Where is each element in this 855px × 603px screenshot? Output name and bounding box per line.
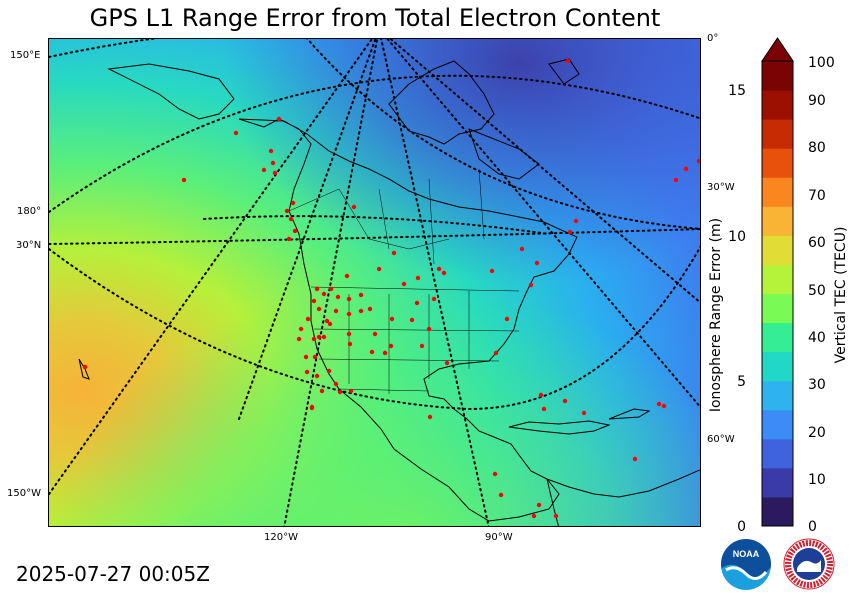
tec-tick-80: 80: [808, 140, 826, 156]
tec-tick-70: 70: [808, 188, 826, 204]
colorbar-band: [762, 235, 793, 265]
tec-map-canvas: [49, 39, 700, 526]
noaa-logo: NOAA: [721, 539, 771, 590]
colorbar-band: [762, 467, 793, 498]
colorbar-band: [762, 90, 793, 120]
noaa-logo-text: NOAA: [733, 549, 760, 559]
tec-tick-90: 90: [808, 93, 826, 109]
tec-axis-label: Vertical TEC (TECU): [833, 226, 849, 364]
lon-label-150e: 150°E: [10, 50, 41, 61]
range-tick-15: 15: [728, 83, 746, 99]
lon-label-180: 180°: [17, 206, 42, 217]
colorbar-band: [762, 177, 793, 207]
colorbar-band: [762, 351, 793, 382]
colorbar-band: [762, 380, 793, 411]
tec-shading-arctic: [49, 39, 700, 526]
nws-logo: [783, 538, 835, 590]
tec-tick-60: 60: [808, 235, 826, 251]
tec-tick-100: 100: [808, 55, 835, 71]
colorbar-band: [762, 496, 793, 527]
tec-tick-40: 40: [808, 330, 826, 346]
range-tick-0: 0: [737, 519, 746, 535]
range-tick-10: 10: [728, 229, 746, 245]
range-tick-5: 5: [737, 374, 746, 390]
colorbar-band: [762, 119, 793, 149]
tec-tick-50: 50: [808, 283, 826, 299]
graticule: [49, 39, 700, 526]
colorbar-band: [762, 61, 793, 91]
colorbar: [761, 37, 794, 527]
lon-label-0: 0°: [707, 33, 719, 44]
colorbar-band: [762, 148, 793, 178]
tec-map: [48, 38, 701, 527]
valid-time: 2025-07-27 00:05Z: [16, 562, 210, 586]
borders: [288, 168, 520, 394]
tec-tick-30: 30: [808, 377, 826, 393]
colorbar-band: [762, 322, 793, 353]
lon-label-60w: 60°W: [707, 434, 735, 445]
lat-label-30n: 30°N: [16, 240, 42, 251]
lon-label-120w: 120°W: [264, 532, 298, 543]
chart-title: GPS L1 Range Error from Total Electron C…: [89, 4, 661, 32]
colorbar-frame: [761, 60, 794, 527]
gps-stations: [82, 58, 700, 519]
tec-tick-0: 0: [808, 519, 817, 535]
coastlines: [78, 58, 700, 526]
lon-label-30w: 30°W: [707, 182, 735, 193]
colorbar-band: [762, 438, 793, 469]
colorbar-bands: [762, 61, 793, 527]
colorbar-band: [762, 206, 793, 236]
colorbar-band: [762, 293, 793, 324]
tec-tick-10: 10: [808, 472, 826, 488]
tec-tick-20: 20: [808, 425, 826, 441]
colorbar-extend-arrow: [761, 37, 794, 62]
lon-label-90w: 90°W: [485, 532, 513, 543]
colorbar-band: [762, 409, 793, 440]
colorbar-band: [762, 264, 793, 294]
lon-label-150w: 150°W: [7, 488, 41, 499]
